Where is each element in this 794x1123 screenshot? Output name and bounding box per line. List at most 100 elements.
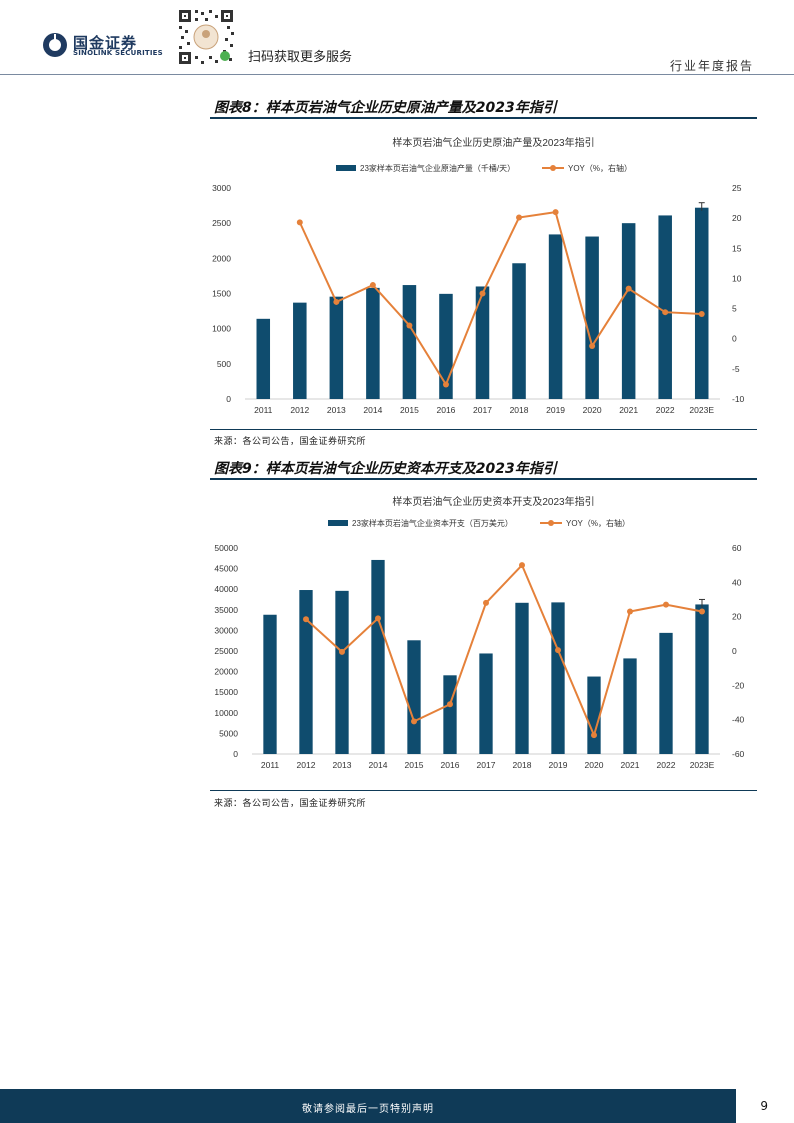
bar-2016	[439, 293, 453, 399]
yoy-point-2013	[339, 648, 345, 655]
x-tick-label: 2011	[254, 405, 273, 415]
bar-2018	[515, 602, 529, 754]
yoy-point-2012	[303, 616, 309, 623]
yoy-point-2020	[591, 732, 597, 739]
legend-line-label: YOY（%，右轴）	[566, 518, 630, 528]
x-tick-label: 2021	[619, 405, 638, 415]
right-axis-tick-label: 60	[732, 543, 742, 553]
yoy-point-2017	[483, 599, 489, 606]
bar-2018	[512, 263, 526, 399]
yoy-point-2023E	[698, 310, 705, 317]
yoy-point-2022	[662, 309, 669, 316]
left-axis-tick-label: 0	[233, 749, 238, 759]
left-axis-tick-label: 3000	[212, 183, 231, 193]
left-axis-tick-label: 2000	[212, 253, 231, 263]
bar-2021	[623, 658, 637, 754]
bar-2020	[585, 236, 599, 399]
yoy-point-2021	[625, 285, 632, 292]
chart-title: 样本页岩油气企业历史原油产量及2023年指引	[392, 136, 594, 149]
bar-2023E	[694, 207, 709, 399]
bar-2012	[299, 590, 313, 754]
bar-2012	[293, 302, 307, 399]
x-tick-label: 2019	[549, 760, 568, 770]
page-header: 国金证券 SINOLINK SECURITIES 扫码获取更多服务 行业年度报告	[0, 0, 794, 76]
x-tick-label: 2017	[473, 405, 492, 415]
sinolink-logo-icon	[43, 33, 67, 57]
yoy-point-2018	[519, 562, 525, 569]
bar-2015	[402, 285, 417, 399]
left-axis-tick-label: 1000	[212, 324, 231, 334]
bar-2019	[548, 234, 563, 399]
x-tick-label: 2019	[546, 405, 565, 415]
qr-code-icon[interactable]	[175, 6, 237, 68]
yoy-point-2019	[552, 209, 559, 216]
production-chart: 样本页岩油气企业历史原油产量及2023年指引 23家样本页岩油气企业原油产量（千桶…	[212, 136, 744, 415]
bar-2016	[443, 675, 457, 754]
page-number: 9	[760, 1099, 768, 1113]
yoy-point-2022	[663, 601, 669, 608]
logo-english-name: SINOLINK SECURITIES	[73, 49, 163, 57]
bar-2022	[659, 632, 673, 754]
right-axis-tick-label: 10	[732, 273, 742, 283]
figure-8-source: 来源：各公司公告，国金证券研究所	[214, 437, 367, 447]
left-axis-tick-label: 2500	[212, 218, 231, 228]
footer-disclaimer: 敬请参阅最后一页特别声明	[302, 1104, 434, 1115]
right-axis-tick-label: -5	[732, 364, 740, 374]
x-tick-label: 2023E	[690, 760, 715, 770]
legend-line-marker	[548, 520, 554, 526]
figure-8-caption: 图表8：样本页岩油气企业历史原油产量及2023年指引	[214, 100, 557, 116]
page-footer	[0, 1089, 736, 1123]
yoy-point-2017	[479, 290, 486, 297]
right-axis-tick-label: 20	[732, 612, 742, 622]
bar-2021	[621, 223, 636, 399]
chart-title: 样本页岩油气企业历史资本开支及2023年指引	[392, 495, 594, 508]
yoy-point-2021	[627, 608, 633, 615]
right-axis-tick-label: 20	[732, 213, 742, 223]
legend-line-marker	[550, 165, 556, 171]
right-axis-tick-label: -40	[732, 715, 745, 725]
yoy-point-2016	[447, 701, 453, 708]
legend-line-label: YOY（%，右轴）	[568, 163, 632, 173]
x-tick-label: 2013	[333, 760, 352, 770]
figure-8-top-rule	[210, 117, 757, 119]
x-tick-label: 2015	[405, 760, 424, 770]
bar-2022	[658, 215, 672, 399]
left-axis-tick-label: 40000	[214, 584, 238, 594]
bar-2011	[263, 614, 277, 754]
yoy-point-2015	[411, 718, 417, 725]
report-type-label: 行业年度报告	[669, 59, 754, 73]
header-divider	[0, 74, 794, 75]
legend-bar-label: 23家样本页岩油气企业原油产量（千桶/天）	[360, 163, 515, 173]
legend-bar-swatch	[328, 520, 348, 526]
figure-8-chart: 样本页岩油气企业历史原油产量及2023年指引 23家样本页岩油气企业原油产量（千桶…	[210, 122, 757, 426]
bar-2019	[551, 602, 565, 754]
yoy-point-2012	[296, 219, 303, 226]
figure-8-bottom-rule	[210, 429, 757, 430]
left-axis-tick-label: 30000	[214, 625, 238, 635]
right-axis-tick-label: 25	[732, 183, 742, 193]
x-tick-label: 2017	[477, 760, 496, 770]
x-tick-label: 2016	[437, 405, 456, 415]
left-axis-tick-label: 1500	[212, 289, 231, 299]
x-tick-label: 2021	[621, 760, 640, 770]
right-axis-tick-label: 0	[732, 646, 737, 656]
yoy-point-2013	[333, 298, 340, 305]
left-axis-tick-label: 0	[226, 394, 231, 404]
figure-9-caption: 图表9：样本页岩油气企业历史资本开支及2023年指引	[214, 461, 557, 477]
bar-2017	[479, 653, 493, 754]
right-axis-tick-label: 15	[732, 243, 742, 253]
x-tick-label: 2022	[657, 760, 676, 770]
x-tick-label: 2020	[585, 760, 604, 770]
bar-2020	[587, 676, 601, 754]
bar-2014	[366, 287, 380, 399]
bar-2013	[335, 590, 349, 754]
left-axis-tick-label: 45000	[214, 564, 238, 574]
yoy-point-2014	[369, 282, 376, 289]
x-tick-label: 2014	[363, 405, 382, 415]
figure-9-bottom-rule	[210, 790, 757, 791]
legend-bar-swatch	[336, 165, 356, 171]
x-tick-label: 2016	[441, 760, 460, 770]
left-axis-tick-label: 20000	[214, 667, 238, 677]
left-axis-tick-label: 25000	[214, 646, 238, 656]
left-axis-tick-label: 35000	[214, 605, 238, 615]
